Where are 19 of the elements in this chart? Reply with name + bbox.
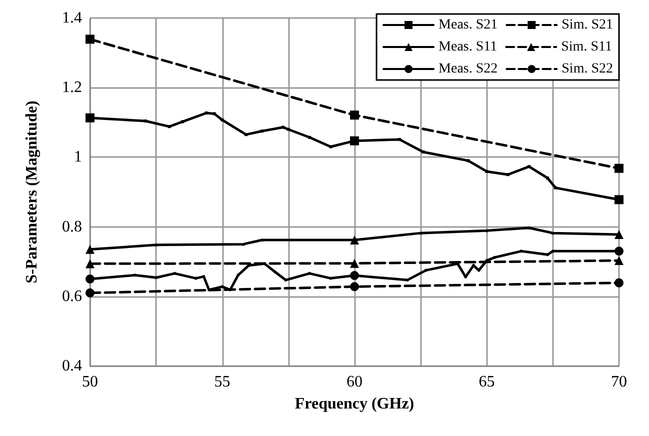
x-tick-label: 55 <box>214 374 230 390</box>
x-tick-label: 50 <box>82 374 98 390</box>
y-tick-label: 0.4 <box>62 358 82 374</box>
legend-label: Meas. S21 <box>438 18 498 32</box>
y-tick-label: 1.2 <box>62 79 82 96</box>
legend-label: Meas. S11 <box>438 40 498 54</box>
y-tick-label: 1.4 <box>62 10 82 26</box>
y-tick-label: 0.6 <box>62 288 82 305</box>
y-tick-label: 0.8 <box>62 218 82 236</box>
legend-label: Sim. S11 <box>561 40 612 54</box>
y-tick-label: 1 <box>74 148 82 166</box>
legend-label: Meas. S22 <box>438 62 498 76</box>
x-axis-title: Frequency (GHz) <box>294 396 414 412</box>
legend-label: Sim. S21 <box>562 18 614 32</box>
x-tick-label: 60 <box>346 374 362 390</box>
x-tick-label: 70 <box>611 374 627 390</box>
x-tick-label: 65 <box>478 374 495 390</box>
legend-label: Sim. S22 <box>562 62 614 76</box>
y-axis-title: S-Parameters (Magnitude) <box>24 100 40 284</box>
